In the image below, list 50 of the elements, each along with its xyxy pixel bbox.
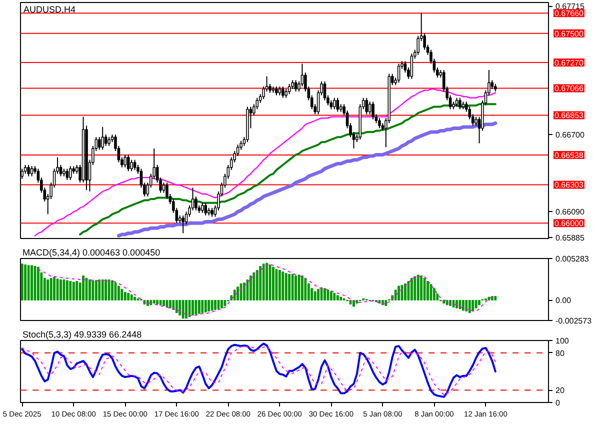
ref-line-label: 0.67066: [554, 84, 584, 94]
candlestick: [372, 101, 374, 120]
y-tick-label: 0.67715: [556, 2, 585, 12]
candlestick: [101, 126, 104, 150]
line-series: [34, 88, 496, 236]
y-tick-label: 0.66090: [556, 208, 585, 217]
candlestick: [194, 196, 198, 211]
candlestick: [281, 86, 284, 98]
candlestick: [104, 134, 108, 146]
candlestick: [98, 136, 101, 150]
candlestick: [458, 97, 462, 110]
ref-line-label: 0.66538: [554, 151, 584, 160]
ref-line-label: 0.67270: [554, 58, 584, 68]
y-tick-label: 80: [556, 348, 565, 358]
candlestick: [130, 159, 133, 172]
candlestick: [166, 182, 168, 200]
candlestick: [27, 164, 30, 177]
y-tick-label: 0.00: [556, 296, 572, 306]
candlestick: [66, 168, 69, 181]
candlestick: [126, 154, 130, 172]
chart-title: AUDUSD,H4: [24, 4, 76, 14]
candlestick: [378, 118, 381, 129]
y-tick-label: 0.005283: [556, 254, 590, 264]
chart-title: MACD(5,34,4) 0.000463 0.000450: [22, 248, 160, 258]
ref-line-label: 0.67660: [554, 9, 584, 18]
candlestick: [288, 83, 291, 95]
y-tick-label: -0.002573: [556, 316, 592, 326]
candlestick: [201, 202, 204, 214]
candlestick: [336, 97, 340, 112]
candlestick: [365, 97, 368, 115]
ref-line-label: 0.66000: [554, 219, 584, 228]
candlestick: [397, 63, 400, 84]
candlestick: [162, 182, 166, 194]
y-tick-label: 0.65885: [556, 234, 585, 243]
chart-title: Stoch(5,3,3) 49.9339 66.2448: [22, 330, 142, 340]
y-tick-label: 0: [556, 398, 560, 408]
candlestick: [333, 97, 336, 110]
candlestick: [124, 154, 127, 168]
candlestick: [294, 80, 298, 92]
candlestick: [69, 166, 72, 181]
candlestick: [410, 53, 414, 80]
ref-line-label: 0.67500: [554, 29, 584, 38]
ref-line-label: 0.66853: [554, 111, 584, 120]
ref-line-label: 0.66303: [554, 180, 584, 190]
y-tick-label: 0.66700: [556, 130, 585, 140]
candlestick: [204, 202, 208, 216]
y-tick-label: 20: [556, 386, 565, 396]
candlestick: [133, 159, 136, 170]
candlestick: [182, 214, 184, 234]
y-tick-label: 100: [556, 336, 570, 346]
